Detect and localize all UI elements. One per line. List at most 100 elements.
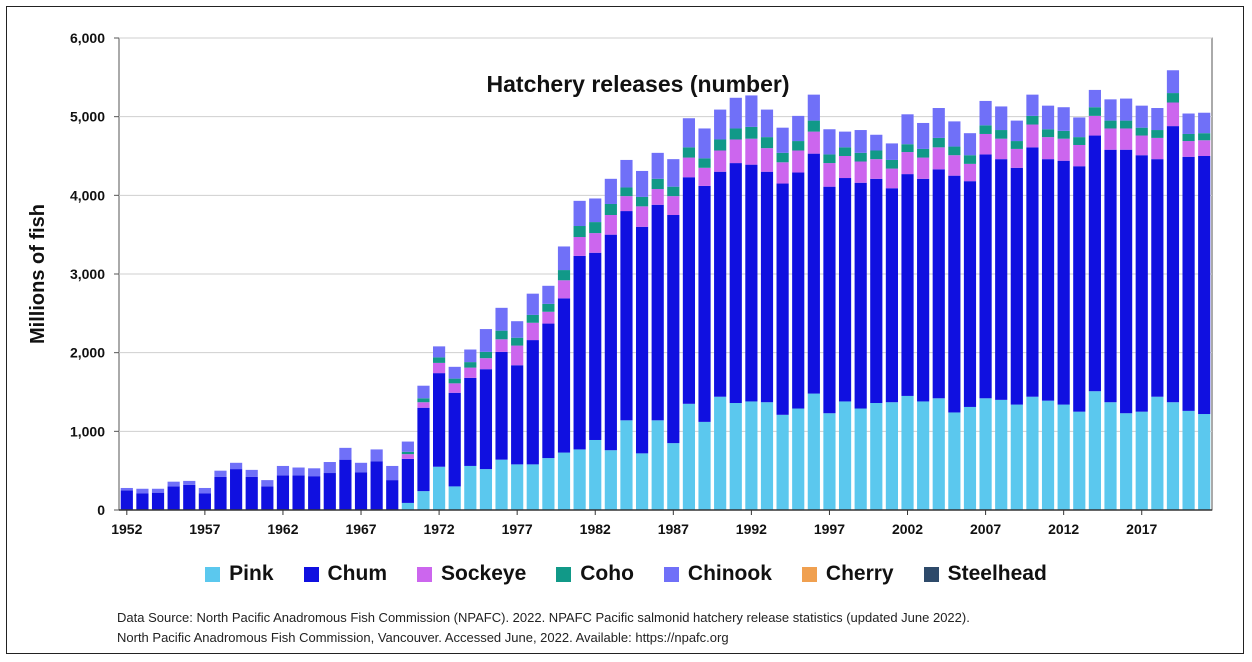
bar-segment-chum bbox=[838, 178, 852, 402]
bar-segment-pink bbox=[526, 464, 539, 510]
bar-segment-chum bbox=[183, 484, 196, 510]
bar-segment-chum bbox=[1026, 147, 1039, 397]
chart-legend: Pink Chum Sockeye Coho Chinook Cherry St… bbox=[0, 562, 1252, 586]
bar-segment-chum bbox=[1057, 160, 1070, 405]
bar-segment-sockeye bbox=[838, 156, 852, 179]
bar-segment-chum bbox=[776, 183, 789, 415]
legend-item-sockeye: Sockeye bbox=[417, 562, 526, 586]
legend-item-steelhead: Steelhead bbox=[923, 562, 1047, 586]
bar-segment-chinook bbox=[479, 329, 493, 352]
bar-segment-sockeye bbox=[1041, 137, 1055, 160]
bar-segment-pink bbox=[620, 420, 633, 510]
bar-segment-chum bbox=[323, 473, 336, 510]
bar-segment-chum bbox=[948, 175, 961, 413]
bar-segment-pink bbox=[823, 413, 836, 510]
bar-segment-chinook bbox=[1057, 107, 1070, 131]
data-source-note: Data Source: North Pacific Anadromous Fi… bbox=[117, 608, 970, 648]
bar-segment-chinook bbox=[354, 462, 368, 473]
bar-segment-chinook bbox=[1041, 105, 1055, 130]
bar-segment-chinook bbox=[370, 449, 383, 462]
bar-segment-coho bbox=[1057, 130, 1070, 139]
legend-label-coho: Coho bbox=[580, 562, 634, 585]
chart-title: Hatchery releases (number) bbox=[487, 71, 790, 97]
x-tick-label: 2012 bbox=[1048, 521, 1079, 537]
bar-segment-pink bbox=[995, 399, 1008, 510]
bar-segment-chinook bbox=[838, 131, 852, 148]
legend-label-steelhead: Steelhead bbox=[947, 562, 1047, 585]
bar-segment-chum bbox=[308, 476, 321, 510]
legend-swatch-chinook bbox=[663, 566, 679, 582]
bar-segment-sockeye bbox=[526, 322, 539, 341]
legend-swatch-pink bbox=[205, 566, 221, 582]
bar-segment-chinook bbox=[698, 128, 711, 159]
bar-segment-chum bbox=[198, 493, 211, 510]
bar-segment-pink bbox=[1073, 411, 1086, 510]
bar-segment-chinook bbox=[917, 122, 930, 149]
x-tick-label: 1987 bbox=[658, 521, 689, 537]
bar-segment-chinook bbox=[870, 134, 883, 151]
bar-segment-chinook bbox=[261, 480, 274, 487]
x-tick-label: 1992 bbox=[736, 521, 767, 537]
bar-segment-chum bbox=[230, 469, 243, 510]
bar-segment-coho bbox=[823, 154, 836, 164]
bar-segment-chum bbox=[1151, 159, 1164, 397]
bar-segment-sockeye bbox=[1182, 141, 1195, 157]
bar-segment-chum bbox=[433, 373, 446, 467]
bar-segment-chinook bbox=[1135, 105, 1148, 128]
bar-segment-sockeye bbox=[1166, 102, 1180, 127]
legend-item-coho: Coho bbox=[556, 562, 634, 586]
bar-segment-coho bbox=[776, 152, 789, 163]
bar-segment-sockeye bbox=[620, 196, 633, 212]
bar-segment-chinook bbox=[995, 106, 1008, 131]
bar-segment-coho bbox=[635, 196, 649, 207]
bar-segment-sockeye bbox=[464, 367, 477, 378]
bar-segment-chum bbox=[792, 172, 805, 409]
bar-segment-sockeye bbox=[573, 237, 586, 256]
bar-segment-chinook bbox=[120, 487, 133, 491]
bar-segment-coho bbox=[542, 303, 555, 312]
bar-segment-sockeye bbox=[823, 163, 836, 187]
bar-segment-chum bbox=[760, 171, 774, 403]
bar-segment-chum bbox=[729, 163, 742, 404]
legend-swatch-coho bbox=[556, 566, 572, 582]
bar-segment-sockeye bbox=[635, 206, 649, 227]
bar-segment-chum bbox=[292, 475, 305, 510]
bar-segment-chum bbox=[1182, 156, 1195, 411]
bar-segment-chinook bbox=[963, 133, 977, 156]
bar-segment-chinook bbox=[854, 130, 867, 153]
bar-segment-sockeye bbox=[557, 280, 571, 299]
bar-segment-pink bbox=[495, 459, 508, 510]
bar-segment-chinook bbox=[448, 366, 461, 379]
bar-segment-pink bbox=[917, 401, 930, 510]
bar-segment-pink bbox=[667, 443, 680, 510]
bar-segment-chinook bbox=[464, 349, 477, 363]
bar-segment-sockeye bbox=[651, 189, 664, 205]
bar-segment-chinook bbox=[1198, 112, 1211, 134]
bar-segment-chum bbox=[1088, 135, 1101, 392]
bar-segment-pink bbox=[1166, 402, 1180, 510]
bar-segment-chum bbox=[542, 323, 555, 459]
bar-segment-chum bbox=[1198, 156, 1211, 415]
bar-segment-chum bbox=[870, 178, 883, 404]
bar-segment-chinook bbox=[433, 346, 446, 358]
bar-segment-chum bbox=[214, 476, 227, 510]
bar-segment-coho bbox=[682, 147, 696, 158]
bar-segment-chinook bbox=[948, 121, 961, 147]
bar-segment-chinook bbox=[901, 114, 914, 145]
y-tick-label: 6,000 bbox=[70, 30, 105, 46]
bar-segment-sockeye bbox=[1151, 137, 1164, 160]
bar-segment-sockeye bbox=[1057, 138, 1070, 161]
bar-segment-chum bbox=[589, 252, 602, 440]
bar-segment-pink bbox=[698, 421, 711, 510]
bar-segment-chinook bbox=[979, 100, 992, 126]
bar-segment-coho bbox=[854, 152, 867, 162]
bar-segment-pink bbox=[401, 502, 414, 510]
bar-segment-chinook bbox=[682, 118, 696, 148]
bar-segment-chum bbox=[963, 181, 977, 407]
bar-segment-chinook bbox=[589, 198, 602, 223]
bar-segment-sockeye bbox=[604, 215, 617, 235]
bar-segment-chinook bbox=[339, 447, 352, 460]
bar-segment-pink bbox=[573, 449, 586, 510]
bar-segment-chum bbox=[557, 298, 571, 453]
